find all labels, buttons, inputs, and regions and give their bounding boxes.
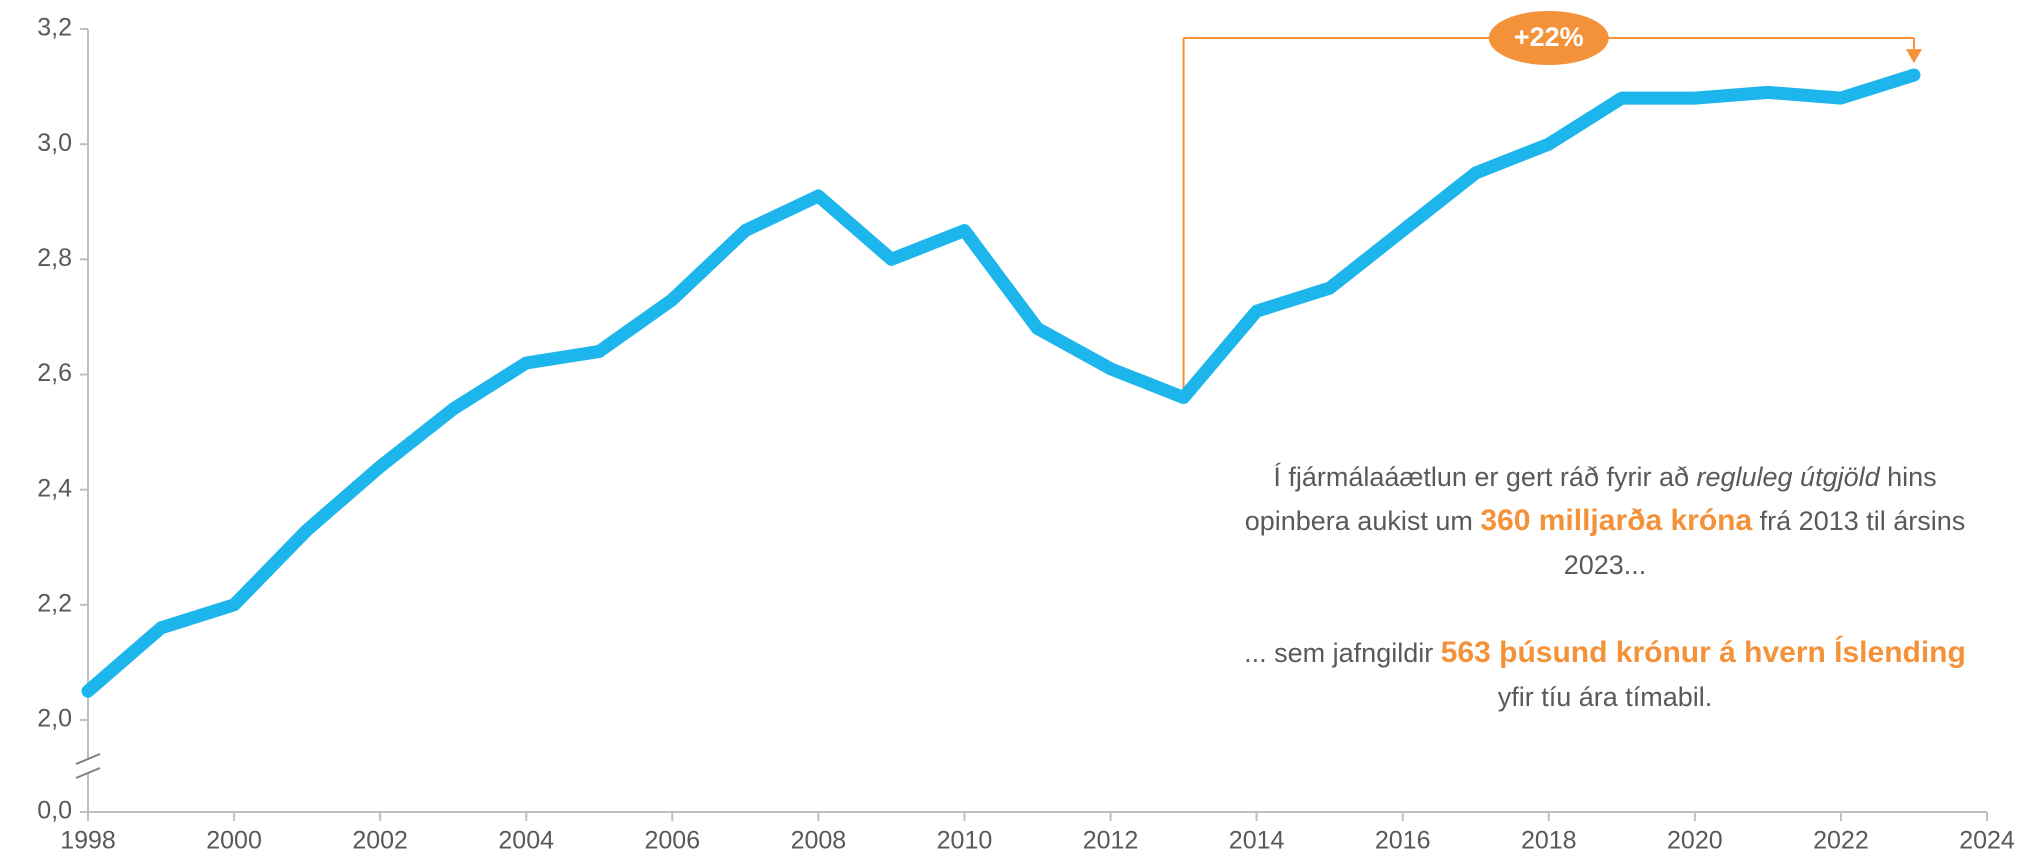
note-text: yfir tíu ára tímabil. xyxy=(1497,682,1713,712)
note-text: 563 þúsund krónur á hvern Íslending xyxy=(1440,636,1966,669)
x-tick-label: 2002 xyxy=(352,827,408,855)
x-tick-label: 2004 xyxy=(498,827,554,855)
axis-break xyxy=(75,767,101,779)
axis-break xyxy=(75,753,101,765)
note-text: 360 milljarða króna xyxy=(1480,504,1753,537)
note-paragraph: Í fjármálaáætlun er gert ráð fyrir að re… xyxy=(1225,455,1985,587)
y-tick-label: 2,8 xyxy=(37,244,72,272)
note-paragraph: ... sem jafngildir 563 þúsund krónur á h… xyxy=(1225,631,1985,719)
axis-break-gap xyxy=(76,758,100,774)
note-text: regluleg útgjöld xyxy=(1696,462,1880,492)
x-tick-label: 2006 xyxy=(644,827,700,855)
x-tick-label: 1998 xyxy=(60,827,116,855)
badge-label: +22% xyxy=(1514,22,1584,52)
x-tick-label: 2008 xyxy=(791,827,847,855)
x-tick-label: 2020 xyxy=(1667,827,1723,855)
x-tick-label: 2022 xyxy=(1813,827,1869,855)
x-tick-label: 2012 xyxy=(1083,827,1139,855)
y-tick-label: 3,0 xyxy=(37,129,72,157)
badge xyxy=(1488,11,1609,65)
x-tick-label: 2024 xyxy=(1959,827,2015,855)
y-tick-label: 0,0 xyxy=(37,797,72,825)
x-tick-label: 2000 xyxy=(206,827,262,855)
note: Í fjármálaáætlun er gert ráð fyrir að re… xyxy=(1225,455,1985,763)
note-text: ... sem jafngildir xyxy=(1244,638,1441,668)
y-tick-label: 2,4 xyxy=(37,474,72,502)
x-tick-label: 2014 xyxy=(1229,827,1285,855)
note-text: Í fjármálaáætlun er gert ráð fyrir að xyxy=(1273,462,1697,492)
line xyxy=(81,68,1921,698)
x-tick-label: 2010 xyxy=(937,827,993,855)
note-text: hins opinbera aukist um xyxy=(1244,462,1937,536)
x-tick-label: 2018 xyxy=(1521,827,1577,855)
y-tick-label: 2,6 xyxy=(37,359,72,387)
y-tick-label: 2,0 xyxy=(37,705,72,733)
y-tick-label: 3,2 xyxy=(37,14,72,42)
x-tick-label: 2016 xyxy=(1375,827,1431,855)
arrow-head xyxy=(1905,49,1922,64)
note-text: frá 2013 til ársins 2023... xyxy=(1563,506,1966,580)
y-tick-label: 2,2 xyxy=(37,589,72,617)
